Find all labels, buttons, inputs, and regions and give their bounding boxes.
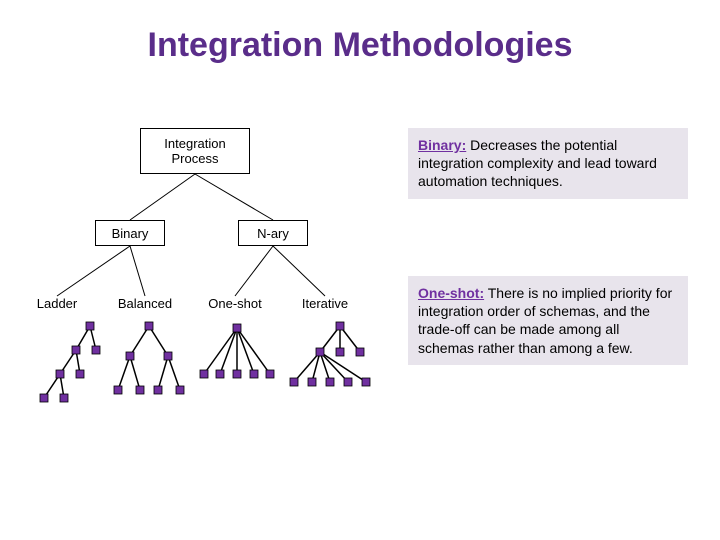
tree-1 bbox=[108, 318, 190, 406]
hierarchy-root: Integration Process bbox=[140, 128, 250, 174]
hierarchy-leaf-iterative: Iterative bbox=[280, 296, 370, 311]
callout-0: Binary: Decreases the potential integrat… bbox=[408, 128, 688, 199]
hierarchy-leaf-balanced: Balanced bbox=[100, 296, 190, 311]
hierarchy-leaf-one-shot: One-shot bbox=[190, 296, 280, 311]
callout-1: One-shot: There is no implied priority f… bbox=[408, 276, 688, 365]
tree-2 bbox=[196, 318, 278, 406]
tree-0 bbox=[20, 318, 102, 406]
callout-title: Binary: bbox=[418, 137, 466, 153]
callout-title: One-shot: bbox=[418, 285, 484, 301]
hierarchy-leaf-ladder: Ladder bbox=[12, 296, 102, 311]
tree-3 bbox=[284, 318, 376, 406]
hierarchy-mid-binary: Binary bbox=[95, 220, 165, 246]
hierarchy-mid-nary: N-ary bbox=[238, 220, 308, 246]
page-title: Integration Methodologies bbox=[0, 26, 720, 65]
